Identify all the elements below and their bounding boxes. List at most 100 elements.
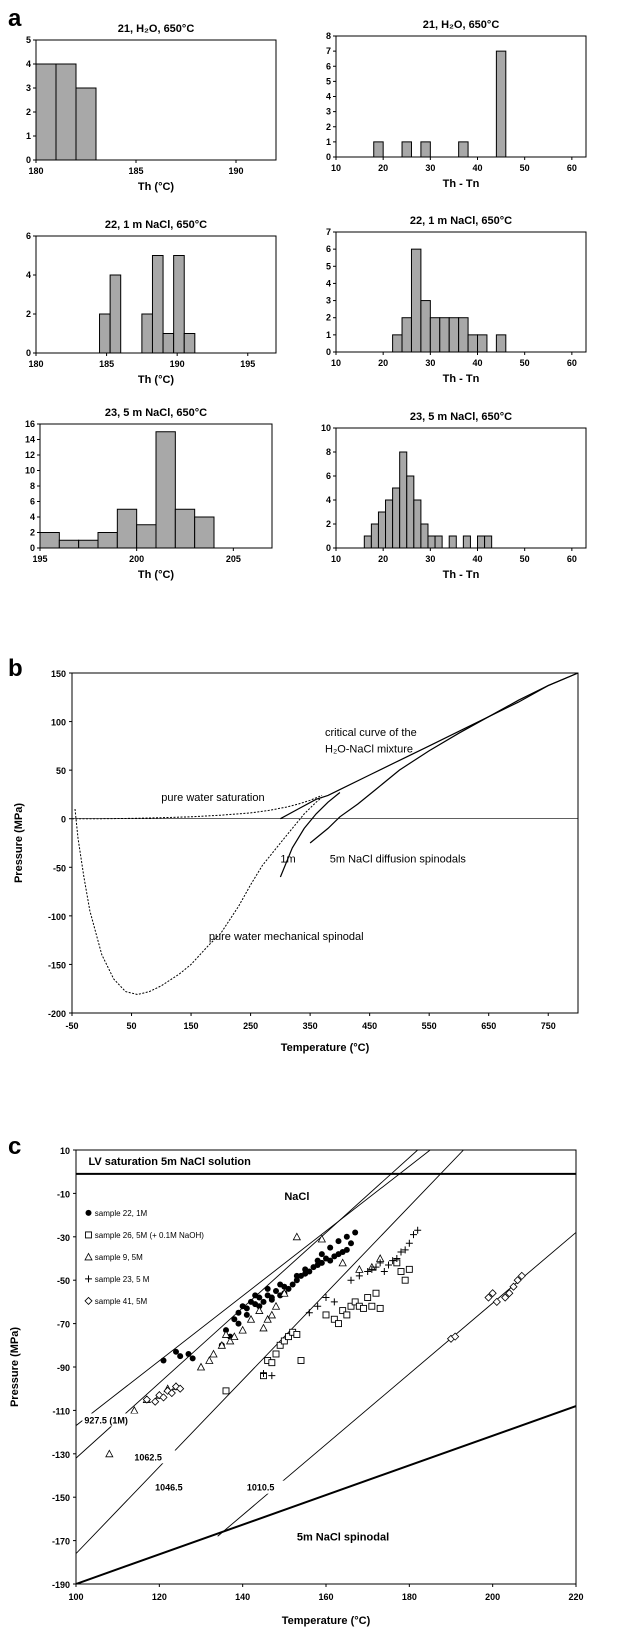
annotation-saturation: pure water saturation [161, 792, 264, 804]
annotation-mechanical-spinodal: pure water mechanical spinodal [209, 931, 364, 943]
panel-b-label: b [8, 655, 23, 682]
histogram-bar [78, 539, 99, 549]
data-point [246, 1314, 256, 1323]
histogram-title: 21, H₂O, 650°C [118, 23, 195, 35]
histogram-bar [174, 508, 196, 549]
x-axis-label: Temperature (°C) [281, 1042, 370, 1054]
x-tick-label: 250 [243, 1021, 258, 1031]
histogram-title: 22, 1 m NaCl, 650°C [410, 215, 512, 227]
histogram-bar [162, 333, 175, 354]
x-tick-label: 50 [520, 358, 530, 368]
data-point [335, 1238, 342, 1245]
y-tick-label: 50 [56, 766, 66, 776]
histogram-5: 0 2 4 6 8 10 12 14 16 195 200 205 23, 5 m NaCl, 650°… [25, 407, 273, 581]
y-tick-label: 5 [326, 261, 331, 271]
y-tick-label: 2 [326, 313, 331, 323]
x-tick-label: 200 [129, 554, 144, 564]
data-point [264, 1285, 271, 1292]
data-point [368, 1265, 376, 1273]
series-1 [160, 1229, 359, 1364]
histogram-bar [495, 50, 507, 158]
series-5 [142, 1271, 526, 1406]
legend-marker [85, 1231, 92, 1239]
annotation-1m: 1m [280, 853, 295, 865]
x-axis-label: Th (°C) [138, 374, 175, 386]
x-tick-label: 190 [170, 359, 185, 369]
y-tick-label: -90 [57, 1363, 70, 1373]
data-point [205, 1356, 214, 1364]
data-point [189, 1355, 196, 1362]
histogram-bar [370, 523, 379, 549]
histogram-bar [434, 535, 443, 549]
x-tick-label: 20 [378, 358, 388, 368]
x-tick-label: 200 [485, 1592, 500, 1602]
data-point [492, 1297, 501, 1306]
data-point [339, 1307, 347, 1315]
x-tick-label: 160 [318, 1592, 333, 1602]
data-point [293, 1272, 300, 1279]
y-tick-label: -200 [48, 1009, 66, 1019]
data-point [273, 1288, 279, 1295]
series-2 [222, 1259, 413, 1395]
label-isochore-927-bg [82, 1413, 152, 1427]
x-tick-label: 195 [32, 554, 47, 564]
data-point [230, 1332, 239, 1341]
data-point [380, 1268, 388, 1276]
data-point [364, 1294, 372, 1302]
x-tick-label: 30 [425, 554, 435, 564]
data-point [347, 1302, 355, 1310]
histogram-bar [183, 333, 196, 354]
label-isochore-1046-bg [153, 1480, 197, 1494]
data-point [243, 1305, 250, 1312]
legend-label: sample 9, 5M [95, 1253, 143, 1262]
x-tick-label: 220 [568, 1592, 583, 1602]
legend-label: sample 26, 5M (+ 0.1M NaOH) [95, 1231, 204, 1240]
x-tick-label: 60 [567, 358, 577, 368]
data-point [401, 1276, 409, 1284]
data-point [372, 1263, 380, 1271]
x-tick-label: 40 [473, 358, 483, 368]
y-tick-label: 6 [326, 244, 331, 254]
data-point [368, 1302, 376, 1310]
data-point [517, 1271, 526, 1280]
y-tick-label: 0 [326, 543, 331, 553]
data-point [280, 1337, 288, 1345]
y-tick-label: 100 [51, 718, 66, 728]
x-tick-label: 40 [473, 163, 483, 173]
y-tick-label: 4 [326, 278, 331, 288]
data-point [317, 1234, 327, 1243]
data-point [272, 1350, 280, 1358]
x-tick-label: 180 [28, 359, 43, 369]
data-point [173, 1348, 179, 1355]
data-point [351, 1298, 359, 1306]
histogram-bar [420, 300, 431, 353]
data-point [405, 1265, 413, 1273]
histogram-bar [373, 141, 384, 158]
x-tick-label: 140 [235, 1592, 250, 1602]
histogram-bar [406, 475, 415, 549]
x-tick-label: 10 [331, 554, 341, 564]
data-point [231, 1316, 238, 1323]
x-tick-label: 10 [331, 163, 341, 173]
histogram-bar [75, 87, 97, 161]
y-tick-label: 3 [326, 107, 331, 117]
data-point [405, 1239, 413, 1247]
data-point [235, 1320, 242, 1327]
data-point [322, 1311, 330, 1319]
x-tick-label: 180 [402, 1592, 417, 1602]
histogram-bar [401, 317, 412, 353]
label-isochore-927: 927.5 (1M) [84, 1415, 128, 1425]
y-tick-label: -110 [52, 1406, 70, 1416]
y-tick-label: 4 [26, 59, 31, 69]
y-tick-label: 10 [321, 423, 331, 433]
histogram-bar [410, 248, 422, 353]
data-point [243, 1311, 250, 1318]
data-point [238, 1325, 247, 1334]
x-tick-label: 190 [228, 166, 243, 176]
histogram-bar [392, 334, 403, 353]
curve-2 [74, 796, 323, 996]
y-tick-label: -50 [57, 1276, 70, 1286]
x-tick-label: 185 [128, 166, 143, 176]
data-point [513, 1276, 522, 1285]
y-tick-label: 150 [51, 669, 66, 679]
